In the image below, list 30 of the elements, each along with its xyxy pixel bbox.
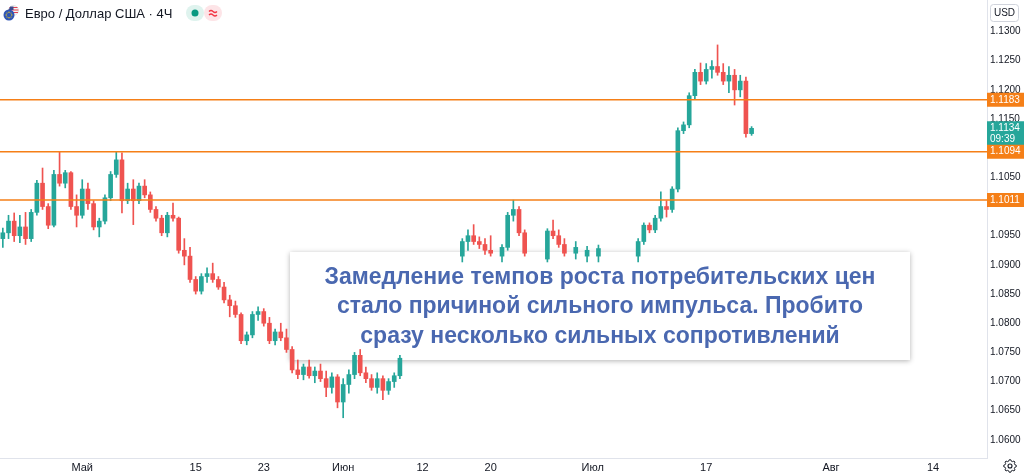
annotation: Замедление темпов роста потребительских цен стало причиной сильного импульса. Пробито сразу несколько сильных сопротивлений xyxy=(324,261,876,350)
x-tick-label: 23 xyxy=(257,460,270,473)
x-tick-label: Авг xyxy=(822,460,840,473)
y-tick-label: 1.1300 xyxy=(990,25,1022,37)
x-tick-label: 14 xyxy=(926,460,940,473)
ref-line-label: 1.1011 xyxy=(990,193,1021,205)
x-tick-label: Май xyxy=(71,460,94,473)
y-tick-label: 1.1050 xyxy=(990,171,1022,183)
chart-title: Евро / Доллар США · 4Ч xyxy=(25,5,173,21)
y-tick-label: 1.0850 xyxy=(990,287,1022,299)
y-tick-label: 1.0950 xyxy=(990,229,1022,241)
y-tick-label: 1.0700 xyxy=(990,375,1022,387)
ref-line-label: 1.1183 xyxy=(990,93,1021,105)
y-axis-title: USD xyxy=(993,6,1016,18)
y-tick-label: 1.1200 xyxy=(990,83,1022,95)
x-tick-label: Июн xyxy=(332,460,355,473)
y-tick-label: 1.1150 xyxy=(990,112,1021,124)
x-tick-label: 17 xyxy=(700,460,713,473)
x-tick-label: Июл xyxy=(581,460,604,473)
y-tick-label: 1.1250 xyxy=(990,54,1022,66)
text: 1.1134 09:39 xyxy=(990,122,1021,145)
y-tick-label: 1.0800 xyxy=(990,316,1022,328)
x-tick-label: 20 xyxy=(484,460,497,473)
y-tick-label: 1.0600 xyxy=(990,433,1022,445)
x-tick-label: 12 xyxy=(416,460,429,473)
y-tick-label: 1.0750 xyxy=(990,346,1022,358)
y-tick-label: 1.0900 xyxy=(990,258,1022,270)
x-tick-label: 15 xyxy=(189,460,202,473)
y-tick-label: 1.0650 xyxy=(990,404,1022,416)
ref-line-label: 1.1094 xyxy=(990,145,1022,157)
